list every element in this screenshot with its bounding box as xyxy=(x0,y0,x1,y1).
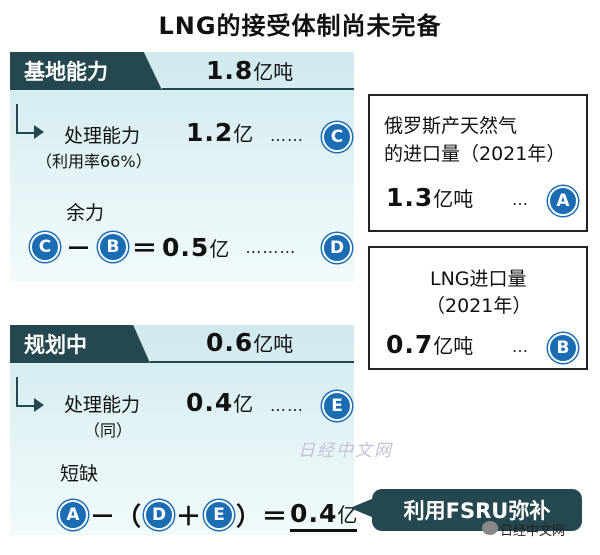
fsru-callout-tail xyxy=(350,498,374,518)
eq-close-equals: ）＝ xyxy=(236,502,289,531)
existing-tab-rule xyxy=(162,88,354,90)
eq-minus-open: －（ xyxy=(90,502,143,531)
existing-capacity-value: 1.8亿吨 xyxy=(206,56,294,85)
existing-processing-value: 1.2亿 xyxy=(186,118,254,147)
spare-equals: ＝ xyxy=(132,234,159,263)
eq-plus: ＋ xyxy=(176,502,203,531)
lng-box-line1: LNG进口量 xyxy=(430,268,527,290)
russia-import-value: 1.3亿吨 xyxy=(386,183,474,212)
wechat-icon xyxy=(482,521,498,535)
marker-b-circle: B xyxy=(548,333,578,363)
marker-c-circle: C xyxy=(322,122,352,152)
planned-same-note: （同） xyxy=(84,421,133,440)
marker-b-circle-eq: B xyxy=(98,232,129,262)
lng-box-line2: （2021年） xyxy=(426,295,532,317)
diagram-title: LNG的接受体制尚未完备 xyxy=(158,12,442,40)
existing-capacity-tab: 基地能力 xyxy=(10,52,162,90)
spare-capacity-label: 余力 xyxy=(66,202,105,224)
russia-box-line2: 的进口量（2021年） xyxy=(384,143,566,165)
existing-branch-line xyxy=(16,104,36,134)
watermark-text: 日经中文网 xyxy=(298,441,393,461)
spare-unit: 亿 xyxy=(209,236,230,261)
spare-dots: ……… xyxy=(245,237,297,257)
planned-processing-dots: …… xyxy=(270,396,304,415)
russia-box-dots: … xyxy=(512,190,529,209)
spare-minus: － xyxy=(66,234,93,263)
shortage-result: 0.4亿 xyxy=(290,499,358,532)
planned-tab-rule xyxy=(150,361,354,363)
planned-capacity-value: 0.6亿吨 xyxy=(206,328,294,357)
russia-box-line1: 俄罗斯产天然气 xyxy=(384,115,518,137)
marker-e-circle-eq: E xyxy=(204,500,235,530)
marker-c-circle-eq: C xyxy=(30,232,60,262)
fsru-callout: 利用FSRU弥补 xyxy=(372,489,582,531)
credit-text: 日经中文网 xyxy=(500,524,566,539)
existing-processing-dots: …… xyxy=(270,126,304,145)
planned-capacity-tab: 规划中 xyxy=(10,325,150,363)
marker-a-circle-eq: A xyxy=(58,500,88,530)
lng-import-value: 0.7亿吨 xyxy=(386,330,474,359)
marker-a-circle: A xyxy=(548,186,578,216)
shortage-equation: A －（ D ＋ E ）＝ 0.4亿 xyxy=(58,497,358,533)
lng-box-dots: … xyxy=(512,337,529,356)
marker-d-circle-eq: D xyxy=(144,500,175,530)
planned-branch-arrowhead xyxy=(34,398,44,412)
planned-processing-label: 处理能力 xyxy=(64,394,141,416)
marker-d-circle: D xyxy=(322,233,352,263)
spare-value: 0.5 xyxy=(162,232,210,262)
planned-processing-value: 0.4亿 xyxy=(186,388,254,417)
spare-equation: C － B ＝ 0.5 亿 ……… xyxy=(30,229,296,265)
existing-utilization-note: （利用率66%） xyxy=(36,152,152,171)
planned-branch-line xyxy=(16,377,36,407)
existing-capacity-panel xyxy=(10,52,354,282)
shortage-label: 短缺 xyxy=(60,463,99,485)
existing-branch-arrowhead xyxy=(34,125,44,139)
marker-e-circle: E xyxy=(322,391,352,421)
existing-processing-label: 处理能力 xyxy=(64,125,141,147)
